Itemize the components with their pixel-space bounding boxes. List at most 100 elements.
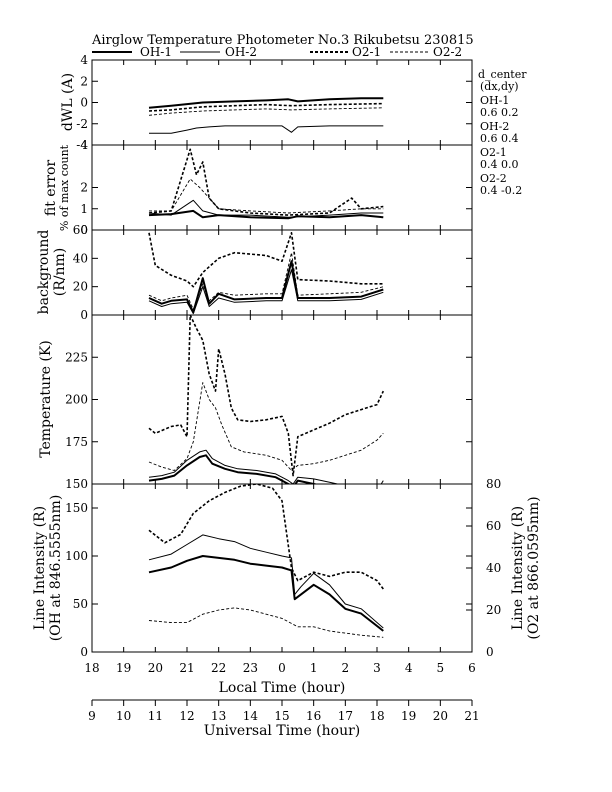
panel-fit-error: fit error % of max count	[43, 144, 71, 231]
x-axis-local-label: Local Time (hour)	[219, 680, 346, 696]
intensity-ytick-label: 0	[80, 645, 88, 659]
side-info-line: 0.4 0.0	[480, 158, 518, 171]
intensity-ytick-right-label: 60	[486, 519, 501, 533]
dwl-series-o2-2	[148, 107, 384, 116]
x-local-tick-label: 19	[116, 661, 131, 675]
intensity-ytick-right-label: 80	[486, 477, 501, 491]
dwl-ytick-label: 0	[80, 96, 88, 110]
intensity-series-oh-1	[148, 555, 384, 632]
background-ytick-label: 20	[73, 280, 88, 294]
x-axis-local: Local Time (hour) 18 19 20 21 22 23 0 1 2 3 4 5 6	[84, 661, 475, 696]
fit_error-ytick-label: 2	[80, 181, 88, 195]
temperature-series-oh-2	[148, 449, 384, 484]
legend-oh2-label: OH-2	[225, 45, 257, 59]
side-info-line: OH-2	[480, 120, 509, 133]
background-ylabel: background (R/nm)	[36, 230, 68, 315]
legend-o22-label: O2-2	[433, 45, 462, 59]
x-local-tick-label: 0	[278, 661, 286, 675]
x-local-tick-label: 3	[373, 661, 381, 675]
dwl-ylabel: dWL (A)	[60, 73, 76, 131]
background-ytick-label: 0	[80, 308, 88, 322]
plot-area: 420-2-4421060402002252001751501501005008…	[65, 53, 501, 659]
side-info-line: 0.6 0.4	[480, 132, 518, 145]
temperature-ytick-label: 200	[65, 393, 88, 407]
intensity-right-ylabel-line2: (O2 at 866.0595nm)	[526, 496, 542, 639]
x-universal-tick-label: 10	[116, 709, 131, 723]
background-series-o2-2	[148, 252, 384, 310]
side-info-line: (dx,dy)	[480, 80, 519, 93]
x-axis-universal-label: Universal Time (hour)	[204, 723, 361, 739]
figure-title: Airglow Temperature Photometer No.3 Riku…	[91, 33, 474, 48]
temperature-ytick-label: 175	[65, 435, 88, 449]
fit_error-series-o2-2	[149, 178, 384, 214]
fit-error-ylabel: fit error % of max count	[43, 144, 71, 231]
x-universal-tick-label: 13	[211, 709, 226, 723]
panel-background: background (R/nm)	[36, 230, 68, 315]
x-local-tick-label: 5	[437, 661, 445, 675]
background-ylabel-line2: (R/nm)	[52, 248, 68, 296]
temperature-ytick-label: 150	[65, 477, 88, 491]
x-local-tick-label: 22	[211, 661, 226, 675]
fit-error-ylabel-line2: % of max count	[58, 144, 71, 231]
intensity-ytick-label: 150	[65, 501, 88, 515]
x-local-tick-label: 2	[342, 661, 350, 675]
side-info-line: 0.4 -0.2	[480, 184, 522, 197]
x-universal-tick-label: 17	[338, 709, 353, 723]
x-local-tick-label: 21	[179, 661, 194, 675]
x-universal-tick-label: 18	[369, 709, 384, 723]
dwl-series-oh-2	[149, 125, 384, 134]
x-axis-universal: Universal Time (hour) 9 10 11 12 13 14 15 16 17 1…	[88, 699, 480, 739]
fit_error-ytick-label: 1	[80, 202, 88, 216]
panel-fit_error-plot: 4 2 1 0	[80, 138, 473, 237]
x-local-tick-label: 23	[243, 661, 258, 675]
panel-temperature-plot: 225 200 175 150	[65, 314, 473, 491]
side-info-line: O2-1	[480, 146, 507, 159]
fit_error-ytick-label: 0	[80, 223, 88, 237]
panel-temperature: Temperature (K)	[38, 340, 54, 458]
fit_error-series-oh-1	[148, 209, 384, 220]
background-series-o2-1	[148, 232, 384, 288]
panel-dwl-plot: 4 2 0 -2 -4	[76, 53, 473, 152]
dwl-ytick-label: -2	[76, 117, 88, 131]
x-universal-tick-label: 11	[148, 709, 163, 723]
dwl-frame	[91, 59, 473, 146]
x-universal-tick-label: 12	[179, 709, 194, 723]
dwl-ytick-label: 4	[80, 53, 88, 67]
side-info-line: d_center	[478, 68, 527, 81]
panel-intensity: Line Intensity (R) (OH at 846.5555nm) Li…	[32, 495, 542, 642]
x-universal-tick-label: 20	[433, 709, 448, 723]
panel-intensity-plot: 150 100 50 0 80 60 40 20 0	[65, 477, 501, 659]
temperature-ylabel: Temperature (K)	[38, 340, 54, 458]
fit-error-ylabel-line1: fit error	[43, 160, 59, 217]
background-series-oh-2	[148, 269, 384, 315]
temperature-series-o2-1	[148, 315, 385, 477]
dwl-ylabel-line1: dWL (A)	[60, 73, 76, 131]
x-universal-tick-label: 14	[243, 709, 259, 723]
background-series-oh-1	[148, 260, 384, 314]
x-local-tick-label: 1	[310, 661, 318, 675]
intensity-right-ylabel-line1: Line Intensity (R)	[510, 506, 526, 630]
panel-background-plot: 60 40 20 0	[73, 223, 473, 322]
intensity-ylabel-line1: Line Intensity (R)	[32, 506, 48, 630]
background-ytick-label: 40	[73, 251, 88, 265]
temperature-series-oh-1	[148, 454, 319, 484]
intensity-series-o2-2	[148, 607, 384, 638]
background-ytick-label: 60	[73, 223, 88, 237]
dwl-series-o2-1	[148, 102, 384, 112]
side-info: d_center (dx,dy) OH-1 0.6 0.2 OH-2 0.6 0…	[478, 68, 527, 197]
fit_error-ytick-label: 4	[80, 138, 88, 152]
x-local-tick-label: 6	[468, 661, 476, 675]
side-info-line: 0.6 0.2	[480, 106, 518, 119]
side-info-line: OH-1	[480, 94, 509, 107]
legend-oh1-label: OH-1	[140, 45, 172, 59]
background-frame	[91, 229, 473, 316]
x-universal-tick-label: 19	[401, 709, 416, 723]
x-universal-tick-label: 21	[464, 709, 479, 723]
legend: OH-1 OH-2 O2-1 O2-2	[92, 45, 462, 59]
temperature-ytick-label: 225	[65, 350, 88, 364]
panel-dwl: dWL (A)	[60, 73, 76, 131]
temperature-frame	[91, 314, 473, 485]
dwl-ytick-label: -4	[76, 138, 88, 152]
legend-o21-label: O2-1	[352, 45, 381, 59]
